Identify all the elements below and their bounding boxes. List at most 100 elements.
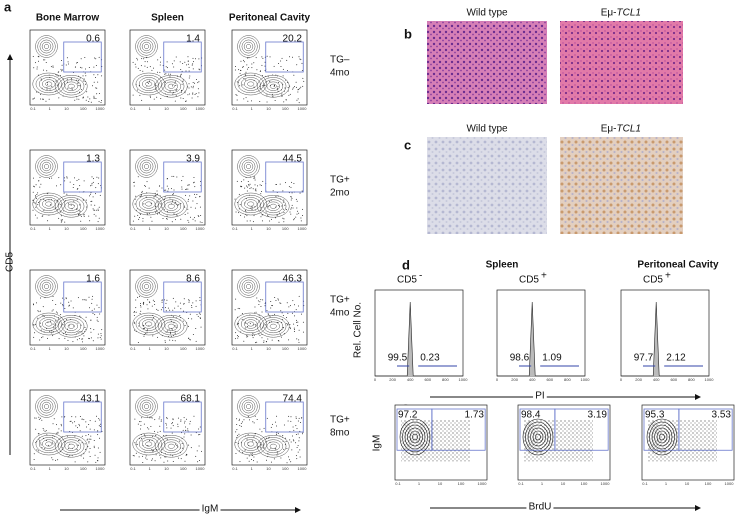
contour bbox=[532, 430, 544, 444]
event-dot bbox=[79, 331, 81, 333]
contour bbox=[41, 41, 52, 52]
event-dot bbox=[153, 196, 155, 198]
event-dot bbox=[34, 323, 36, 325]
tick-label: 1000 bbox=[196, 466, 206, 471]
event-dot bbox=[280, 310, 282, 312]
event-dot bbox=[93, 329, 95, 331]
plot-frame bbox=[129, 389, 206, 466]
event-dot bbox=[303, 80, 305, 82]
tick-label: 0.1 bbox=[232, 226, 238, 231]
tick-label: 100 bbox=[458, 481, 465, 486]
event-dot bbox=[73, 183, 75, 185]
event-dot bbox=[175, 327, 177, 329]
event-dot bbox=[243, 78, 245, 80]
event-dot bbox=[291, 197, 293, 199]
tick-label: 0.1 bbox=[30, 466, 36, 471]
event-dot bbox=[181, 70, 183, 72]
event-dot bbox=[36, 91, 38, 93]
event-dot bbox=[34, 332, 36, 334]
image-caption: Eμ- bbox=[601, 8, 617, 19]
event-dot bbox=[261, 214, 263, 216]
contour bbox=[141, 161, 152, 172]
event-dot bbox=[192, 302, 194, 304]
event-dot bbox=[185, 426, 187, 428]
event-dot bbox=[170, 73, 172, 75]
event-dot bbox=[166, 215, 168, 217]
y-axis-label: Rel. Cell No. bbox=[353, 302, 364, 358]
event-dot bbox=[132, 61, 134, 63]
event-dot bbox=[188, 337, 190, 339]
plot-label: CD5 bbox=[519, 275, 539, 286]
gate bbox=[265, 161, 304, 193]
gate-value: 8.6 bbox=[186, 274, 200, 285]
micrograph bbox=[427, 21, 547, 104]
event-dot bbox=[35, 214, 37, 216]
x-axis-label: PI bbox=[535, 391, 544, 402]
event-dot bbox=[52, 323, 54, 325]
event-dot bbox=[301, 433, 303, 435]
event-dot bbox=[182, 97, 184, 99]
event-dot bbox=[278, 340, 280, 342]
event-dot bbox=[167, 460, 169, 462]
event-dot bbox=[89, 438, 91, 440]
event-dot bbox=[36, 217, 38, 219]
event-dot bbox=[80, 58, 82, 60]
event-dot bbox=[272, 190, 274, 192]
event-dot bbox=[199, 221, 201, 223]
event-dot bbox=[83, 213, 85, 215]
event-dot bbox=[153, 430, 155, 432]
event-dot bbox=[96, 316, 98, 318]
event-dot bbox=[72, 186, 74, 188]
event-dot bbox=[98, 56, 100, 58]
event-dot bbox=[60, 423, 62, 425]
contour bbox=[260, 197, 287, 216]
event-dot bbox=[139, 421, 141, 423]
event-dot bbox=[286, 81, 288, 83]
event-dot bbox=[90, 438, 92, 440]
event-dot bbox=[60, 314, 62, 316]
event-dot bbox=[178, 457, 180, 459]
contour bbox=[45, 441, 53, 447]
event-dot bbox=[174, 219, 176, 221]
contour bbox=[158, 437, 185, 456]
event-dot bbox=[134, 442, 136, 444]
event-dot bbox=[93, 440, 95, 442]
event-dot bbox=[179, 315, 181, 317]
event-dot bbox=[254, 177, 256, 179]
event-dot bbox=[275, 434, 277, 436]
event-dot bbox=[293, 329, 295, 331]
event-dot bbox=[256, 341, 258, 343]
tick-label: 600 bbox=[670, 377, 677, 382]
contour bbox=[135, 35, 158, 58]
event-dot bbox=[151, 417, 153, 419]
event-dot bbox=[66, 176, 68, 178]
event-dot bbox=[171, 329, 173, 331]
event-dot bbox=[93, 447, 95, 449]
tick-label: 200 bbox=[389, 377, 396, 382]
event-dot bbox=[282, 315, 284, 317]
contour bbox=[61, 319, 82, 334]
event-dot bbox=[293, 323, 295, 325]
event-dot bbox=[267, 338, 269, 340]
contour bbox=[45, 321, 53, 327]
event-dot bbox=[95, 77, 97, 79]
event-dot bbox=[45, 430, 47, 432]
event-dot bbox=[177, 305, 179, 307]
event-dot bbox=[39, 417, 41, 419]
event-dot bbox=[199, 206, 201, 208]
event-dot bbox=[58, 97, 60, 99]
event-dot bbox=[297, 420, 299, 422]
event-dot bbox=[133, 322, 135, 324]
event-dot bbox=[240, 425, 242, 427]
event-dot bbox=[302, 208, 304, 210]
event-dot bbox=[253, 177, 255, 179]
event-dot bbox=[297, 451, 299, 453]
contour bbox=[527, 424, 549, 450]
event-dot bbox=[38, 433, 40, 435]
contour bbox=[263, 199, 284, 214]
event-dot bbox=[165, 424, 167, 426]
event-dot bbox=[185, 194, 187, 196]
event-dot bbox=[75, 425, 77, 427]
event-dot bbox=[195, 300, 197, 302]
event-dot bbox=[272, 95, 274, 97]
